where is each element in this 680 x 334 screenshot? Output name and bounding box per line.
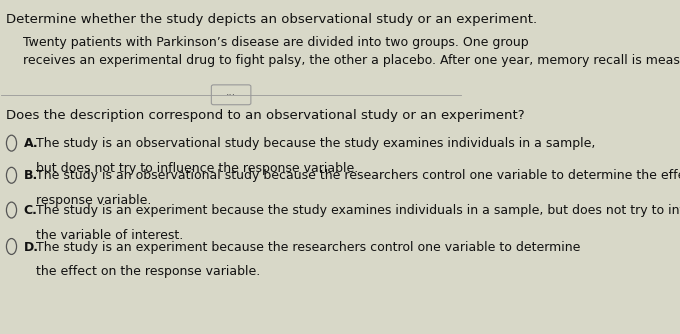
- FancyBboxPatch shape: [211, 85, 251, 105]
- Text: Does the description correspond to an observational study or an experiment?: Does the description correspond to an ob…: [6, 109, 524, 122]
- Text: The study is an experiment because the study examines individuals in a sample, b: The study is an experiment because the s…: [36, 204, 680, 217]
- Text: Twenty patients with Parkinson’s disease are divided into two groups. One group: Twenty patients with Parkinson’s disease…: [23, 36, 529, 49]
- Text: receives an experimental drug to fight palsy, the other a placebo. After one yea: receives an experimental drug to fight p…: [23, 54, 680, 67]
- Text: The study is an experiment because the researchers control one variable to deter: The study is an experiment because the r…: [36, 240, 580, 254]
- Text: the variable of interest.: the variable of interest.: [36, 229, 183, 242]
- Text: The study is an observational study because the researchers control one variable: The study is an observational study beca…: [36, 169, 680, 182]
- Text: response variable.: response variable.: [36, 194, 151, 207]
- Text: Determine whether the study depicts an observational study or an experiment.: Determine whether the study depicts an o…: [6, 13, 537, 26]
- Text: D.: D.: [23, 240, 39, 254]
- Text: C.: C.: [23, 204, 37, 217]
- Text: but does not try to influence the response variable.: but does not try to influence the respon…: [36, 162, 358, 175]
- Text: B.: B.: [23, 169, 37, 182]
- Text: ···: ···: [226, 90, 236, 100]
- Text: A.: A.: [23, 137, 38, 150]
- Text: the effect on the response variable.: the effect on the response variable.: [36, 266, 260, 278]
- Text: The study is an observational study because the study examines individuals in a : The study is an observational study beca…: [36, 137, 595, 150]
